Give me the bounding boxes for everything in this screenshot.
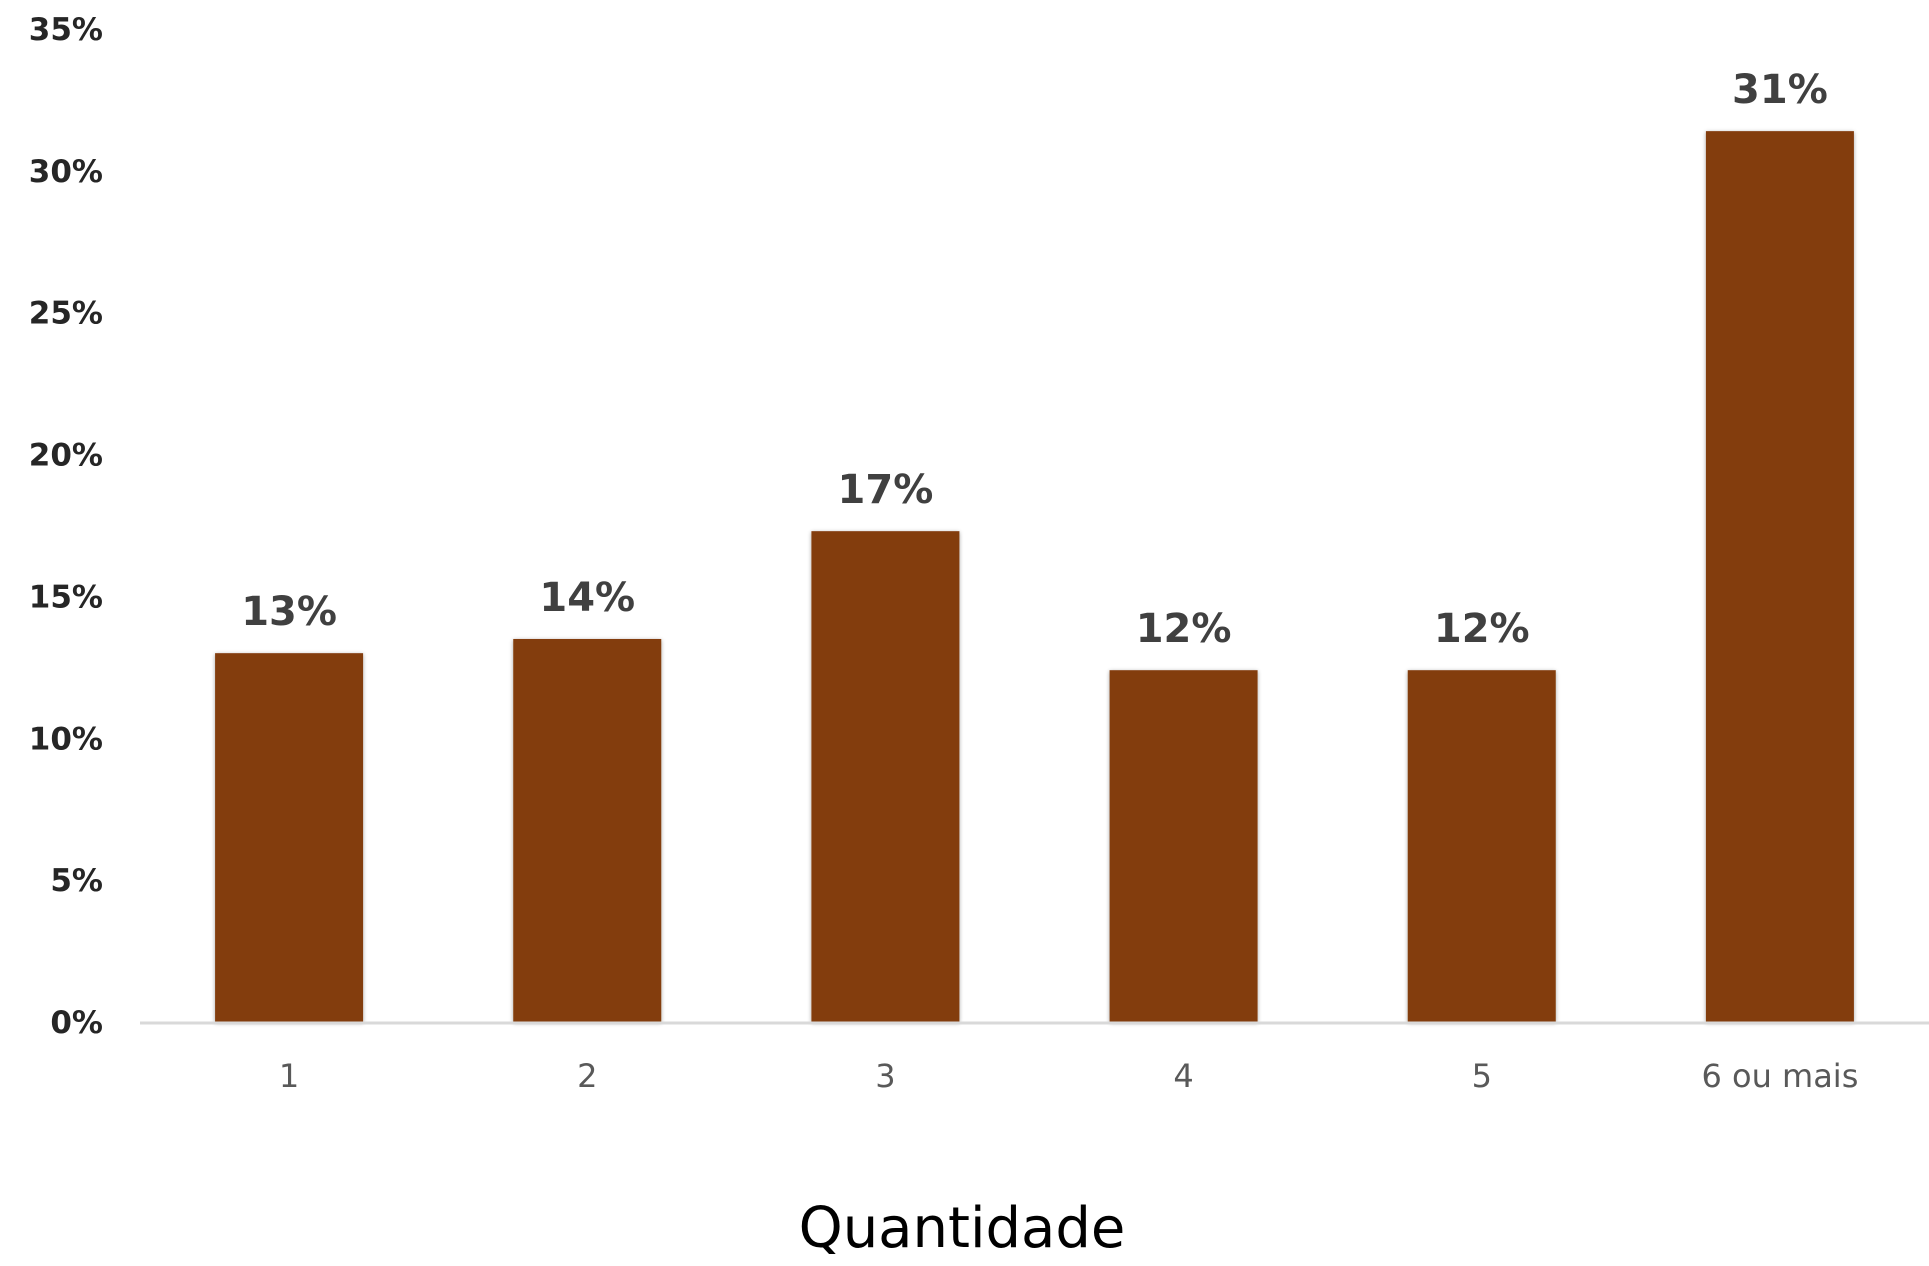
bar (1407, 670, 1556, 1022)
data-label: 31% (1732, 67, 1828, 113)
y-tick-label: 15% (29, 579, 103, 615)
y-tick-label: 5% (50, 863, 103, 899)
data-label: 12% (1434, 606, 1530, 652)
x-axis: 1 2 3 4 5 6 ou mais (279, 1057, 1858, 1095)
bar (513, 638, 662, 1022)
data-label: 17% (838, 467, 934, 513)
x-tick-label: 6 ou mais (1701, 1057, 1858, 1095)
bar (1705, 131, 1854, 1022)
y-tick-label: 30% (29, 154, 103, 190)
data-label: 13% (241, 589, 337, 635)
y-axis: 0% 5% 10% 15% 20% 25% 30% 35% (29, 12, 103, 1041)
bar (811, 531, 960, 1022)
data-labels: 13% 14% 17% 12% 12% 31% (241, 67, 1828, 652)
y-tick-label: 0% (50, 1005, 103, 1041)
x-tick-label: 2 (577, 1057, 597, 1095)
bar (1109, 670, 1258, 1022)
x-tick-label: 5 (1472, 1057, 1492, 1095)
y-tick-label: 20% (29, 438, 103, 474)
data-label: 12% (1136, 606, 1232, 652)
bar (215, 653, 364, 1022)
x-tick-label: 4 (1173, 1057, 1193, 1095)
bars (215, 131, 1854, 1022)
x-tick-label: 1 (279, 1057, 299, 1095)
y-tick-label: 25% (29, 296, 103, 332)
data-label: 14% (539, 575, 635, 621)
y-tick-label: 35% (29, 12, 103, 48)
x-axis-title: Quantidade (799, 1196, 1126, 1261)
y-tick-label: 10% (29, 721, 103, 757)
x-tick-label: 3 (875, 1057, 895, 1095)
